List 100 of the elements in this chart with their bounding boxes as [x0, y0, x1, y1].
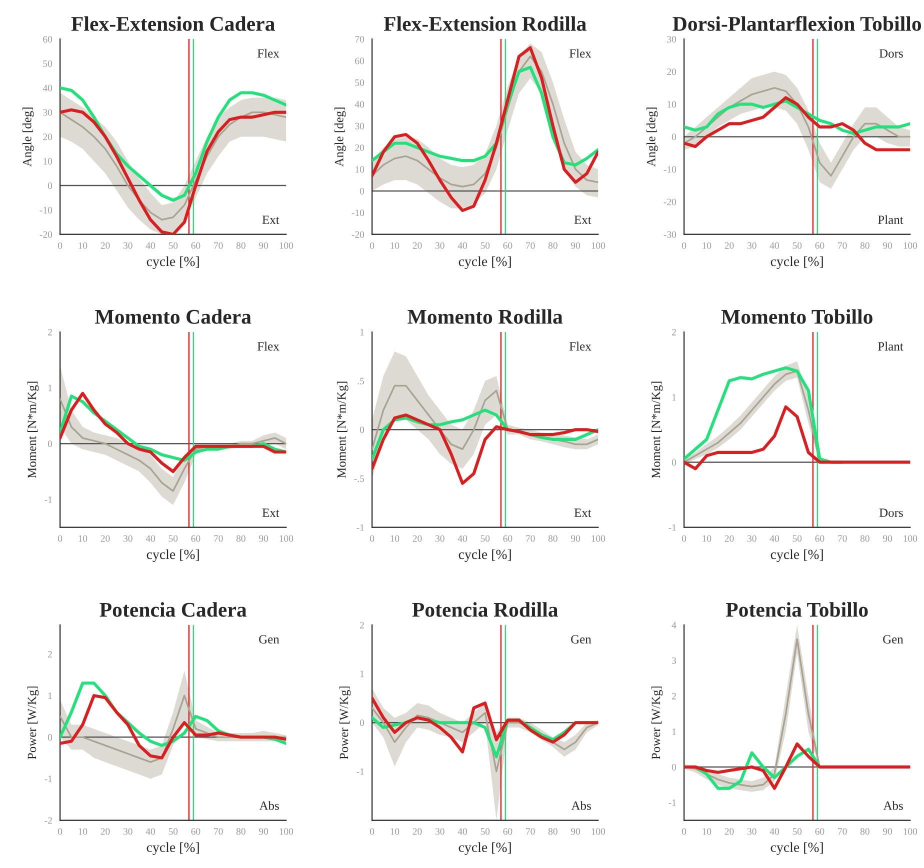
y-axis-title: Angle [deg]	[334, 108, 346, 167]
x-axis-title: cycle [%]	[770, 842, 823, 855]
x-tick-label: 80	[548, 828, 558, 835]
x-tick-label: 80	[236, 828, 246, 835]
y-axis-title: Moment [N*m/Kg]	[336, 382, 348, 478]
x-tick-label: 60	[503, 242, 512, 249]
x-tick-label: 60	[815, 242, 824, 249]
y-tick-label: .5	[358, 378, 364, 384]
x-tick-label: 70	[214, 535, 223, 542]
y-tick-label: 40	[354, 101, 364, 108]
x-tick-label: 90	[258, 535, 268, 542]
y-tick-label: 2	[360, 622, 364, 628]
y-tick-label: 20	[667, 68, 676, 76]
x-tick-label: 70	[214, 828, 223, 835]
x-tick-label: 40	[146, 828, 155, 835]
x-tick-label: 30	[123, 242, 132, 249]
x-tick-label: 50	[792, 535, 802, 542]
y-tick-label: -10	[664, 166, 676, 173]
x-tick-label: 0	[682, 535, 686, 542]
x-tick-label: 20	[412, 242, 422, 249]
x-tick-label: 90	[570, 535, 580, 542]
y-tick-label: -10	[40, 206, 52, 214]
x-tick-label: 50	[792, 828, 802, 835]
y-tick-label: -1	[356, 524, 364, 531]
x-tick-label: 0	[58, 535, 62, 542]
x-tick-label: 70	[526, 828, 535, 835]
x-tick-label: 0	[682, 242, 686, 249]
y-tick-label: -30	[664, 231, 676, 238]
y-axis-title: Angle [deg]	[22, 108, 34, 167]
x-tick-label: 40	[458, 828, 467, 835]
x-tick-label: 60	[191, 242, 200, 249]
x-tick-label: 50	[168, 242, 178, 249]
y-tick-label: 1	[48, 692, 52, 699]
y-tick-label: 0	[672, 134, 676, 140]
x-tick-label: 0	[58, 242, 62, 249]
x-tick-label: 30	[435, 535, 444, 542]
x-tick-label: 80	[860, 242, 870, 249]
annotation: Ext	[262, 216, 280, 224]
x-tick-label: 40	[458, 535, 467, 542]
y-tick-label: 20	[43, 134, 52, 140]
y-tick-label: 20	[355, 144, 364, 152]
x-tick-label: 20	[724, 535, 734, 542]
y-tick-label: -10	[352, 210, 364, 216]
y-tick-label: 50	[355, 79, 364, 86]
y-tick-label: 0	[48, 182, 52, 190]
y-tick-label: 1	[48, 384, 52, 392]
y-tick-label: 4	[672, 622, 676, 628]
x-tick-label: 60	[815, 535, 824, 542]
x-tick-label: 90	[258, 242, 268, 249]
x-tick-label: 10	[78, 828, 88, 835]
x-tick-label: 10	[702, 828, 712, 835]
x-tick-label: 80	[236, 535, 246, 542]
chart-title: Potencia Rodilla	[412, 602, 558, 617]
x-tick-label: 20	[724, 828, 734, 835]
y-tick-label: -1	[668, 524, 676, 531]
x-tick-label: 50	[792, 242, 802, 249]
y-tick-label: 10	[356, 166, 364, 173]
chart-title: Momento Cadera	[95, 309, 252, 324]
x-axis-title: cycle [%]	[146, 842, 199, 855]
x-tick-label: 80	[236, 242, 246, 249]
y-tick-label: 0	[48, 734, 52, 741]
x-tick-label: 0	[370, 828, 374, 835]
y-axis-title: Moment [N*m/Kg]	[27, 382, 39, 478]
x-tick-label: 10	[78, 535, 88, 542]
x-tick-label: 100	[904, 828, 918, 835]
y-tick-label: 2	[672, 328, 676, 336]
x-tick-label: 70	[526, 535, 535, 542]
x-tick-label: 80	[548, 242, 558, 249]
x-tick-label: 50	[480, 828, 490, 835]
annotation: Abs	[571, 801, 591, 810]
annotation: Gen	[259, 635, 280, 644]
y-axis-title: Moment [N*m/Kg]	[651, 382, 663, 478]
x-tick-label: 60	[191, 828, 200, 835]
y-tick-label: -20	[352, 231, 364, 238]
annotation: Gen	[571, 635, 592, 644]
x-tick-label: 20	[724, 242, 734, 249]
x-tick-label: 30	[435, 828, 444, 835]
annotation: Ext	[262, 508, 280, 517]
x-tick-label: 60	[191, 535, 200, 542]
y-tick-label: 60	[43, 36, 52, 43]
annotation: Dors	[879, 49, 903, 58]
y-tick-label: -2	[44, 817, 52, 824]
x-tick-label: 30	[747, 535, 756, 542]
x-tick-label: 60	[815, 828, 824, 835]
x-tick-label: 20	[100, 535, 110, 542]
chart-title: Potencia Cadera	[100, 602, 247, 617]
x-tick-label: 70	[838, 242, 847, 249]
x-axis-title: cycle [%]	[146, 549, 199, 562]
x-tick-label: 70	[838, 828, 847, 835]
annotation: Ext	[574, 216, 592, 224]
x-tick-label: 30	[747, 242, 756, 249]
y-tick-label: 70	[355, 36, 364, 43]
x-tick-label: 100	[592, 242, 606, 249]
x-tick-label: 20	[100, 242, 110, 249]
y-tick-label: 2	[48, 650, 52, 658]
annotation: Abs	[259, 801, 279, 810]
y-tick-label: 2	[48, 328, 52, 336]
x-tick-label: 20	[412, 828, 422, 835]
y-tick-label: 0	[672, 764, 676, 770]
y-tick-label: -1	[44, 776, 52, 782]
